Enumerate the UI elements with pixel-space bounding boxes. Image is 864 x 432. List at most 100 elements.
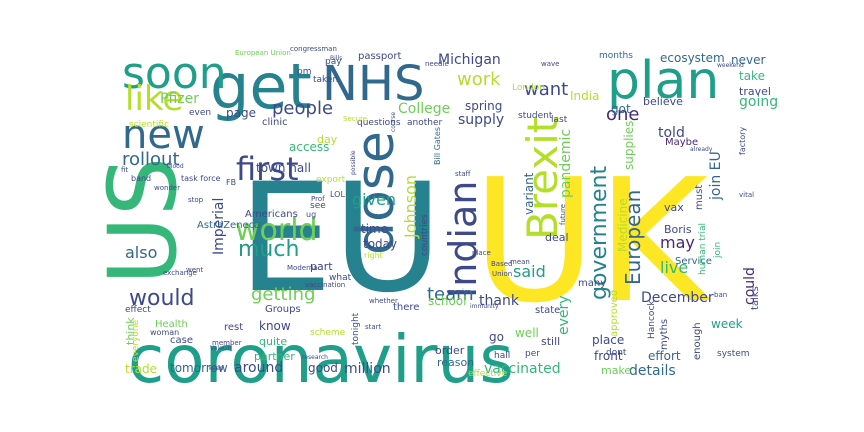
word-countries: countries — [420, 214, 430, 256]
word-factory: factory — [738, 127, 747, 155]
word-case: case — [170, 335, 193, 346]
word-told: told — [658, 125, 685, 141]
word-congressman: congressman — [290, 45, 337, 53]
word-course: course — [390, 112, 397, 132]
word-eu: EU — [238, 152, 443, 326]
word-live: live — [660, 258, 688, 277]
word-day: day — [317, 133, 338, 146]
word-must: must — [694, 185, 705, 210]
word-december: December — [641, 290, 714, 306]
word-prof: Prof — [311, 195, 325, 203]
word-travel: travel — [739, 85, 771, 98]
word-bill-gates: Bill Gates — [433, 127, 442, 165]
word-pfizer: Pfizer — [160, 91, 199, 107]
word-right: right — [364, 251, 383, 260]
word-tomorrow: tomorrow — [170, 361, 228, 375]
word-know: know — [259, 319, 291, 333]
word-last: last — [551, 115, 568, 125]
word-part: part — [310, 260, 333, 273]
word-want: want — [524, 79, 568, 100]
word-effect: effect — [125, 305, 151, 315]
word-supplies: supplies — [622, 121, 636, 170]
word-keep: keep — [209, 365, 224, 372]
word-blood: blood — [167, 163, 184, 170]
word-every: every — [556, 295, 572, 335]
word-questions: questions — [357, 118, 401, 128]
word-vaccination: vaccination — [305, 281, 345, 289]
word-mean: mean — [510, 258, 530, 266]
word-start: start — [365, 323, 382, 331]
word-deal: deal — [545, 231, 569, 244]
word-research: research — [302, 354, 328, 361]
word-nhs: NHS — [322, 56, 424, 112]
word-another: another — [407, 118, 442, 128]
word-health: Health — [155, 319, 188, 330]
word-fb: FB — [226, 178, 236, 187]
word-would: would — [129, 286, 194, 311]
word-vital: vital — [739, 191, 754, 199]
word-partner: partner — [254, 350, 295, 363]
word-quite: quite — [259, 335, 287, 348]
word-page: page — [226, 106, 256, 120]
word-effective: effective — [468, 369, 508, 379]
word-state: state — [535, 305, 560, 316]
word-whether: whether — [369, 297, 398, 305]
word-michigan: Michigan — [438, 52, 501, 68]
word-americans: Americans — [245, 209, 298, 220]
word-us: US — [89, 157, 198, 285]
word-order: order — [435, 344, 465, 357]
word-clinic: clinic — [262, 117, 288, 128]
word-what: what — [329, 273, 352, 283]
word-groups: Groups — [265, 304, 301, 315]
word-time: time — [361, 222, 388, 236]
word-soon: soon — [122, 48, 227, 99]
word-uk: UK — [472, 143, 712, 341]
word-immunity: immunity — [470, 303, 499, 310]
word-weekend: weekend — [717, 62, 744, 69]
word-service: Service — [675, 256, 712, 267]
word-rollout: rollout — [122, 149, 180, 170]
word-plan: plan — [607, 51, 719, 111]
word-good: good — [308, 361, 338, 375]
word-ban: ban — [714, 291, 727, 299]
word-see: see — [310, 201, 326, 211]
word-much: much — [238, 237, 299, 262]
word-union: Union — [492, 270, 512, 278]
word-scheme: scheme — [310, 328, 346, 338]
word-member: member — [212, 339, 242, 347]
word-based: Based — [491, 260, 513, 268]
word-per: per — [525, 349, 540, 359]
word-also: also — [125, 243, 157, 262]
word-lol: LOL — [330, 190, 345, 199]
word-believe: believe — [643, 95, 683, 108]
word-million: million — [344, 361, 391, 377]
word-school: school — [428, 294, 466, 308]
word-people: people — [272, 98, 333, 119]
word-maybe: Maybe — [665, 137, 698, 148]
word-one: one — [606, 104, 640, 125]
word-could: could — [742, 267, 758, 305]
word-woman: woman — [150, 328, 179, 337]
word-european: European — [621, 190, 645, 285]
word-dose: dose — [346, 131, 406, 255]
word-given: given — [352, 190, 396, 209]
word-system: system — [717, 349, 750, 359]
word-passport: passport — [358, 51, 401, 62]
word-talks: talks — [750, 286, 761, 310]
word-think: think — [124, 317, 137, 345]
word-imperial: Imperial — [211, 198, 227, 255]
word-team: team — [427, 284, 474, 305]
word-task-force: task force — [181, 174, 221, 183]
word-going: going — [739, 94, 778, 110]
word-reason: reason — [437, 356, 474, 369]
word-comic: comic — [447, 288, 468, 296]
word-medicine: Medicine — [616, 198, 630, 252]
word-well: well — [515, 326, 539, 340]
word-town-hall: town hall — [256, 161, 311, 175]
word-getting: getting — [251, 284, 315, 305]
word-first: first — [236, 150, 299, 188]
word-work: work — [457, 69, 501, 90]
word-week: week — [711, 317, 743, 331]
word-pandemic: pandemic — [558, 129, 574, 198]
